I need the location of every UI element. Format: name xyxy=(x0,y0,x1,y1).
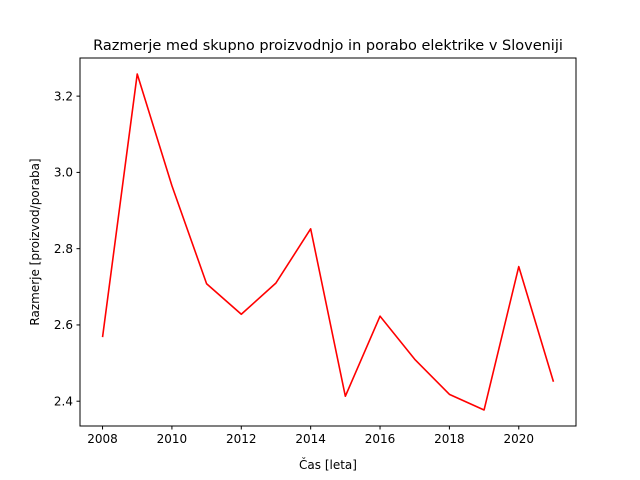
plot-frame xyxy=(79,57,577,427)
x-tick-label: 2008 xyxy=(87,432,118,446)
x-tick-label: 2010 xyxy=(157,432,188,446)
series-line xyxy=(101,73,555,411)
x-tick-label: 2012 xyxy=(226,432,257,446)
x-axis-title: Čas [leta] xyxy=(299,457,357,472)
x-tick-label: 2016 xyxy=(365,432,396,446)
series-group xyxy=(101,73,555,411)
x-tick-label: 2018 xyxy=(434,432,465,446)
y-ticks-group: 2.4 2.6 2.8 3.0 3.2 xyxy=(54,89,80,409)
x-tick-label: 2014 xyxy=(295,432,326,446)
y-tick-label: 3.0 xyxy=(54,166,73,180)
chart-title: Razmerje med skupno proizvodnjo in porab… xyxy=(93,38,563,54)
x-ticks-group: 2008 2010 2012 2014 2016 2018 2020 xyxy=(87,426,534,446)
y-axis-title: Razmerje [proizvod/poraba] xyxy=(28,158,42,325)
y-tick-label: 2.8 xyxy=(54,242,73,256)
y-tick-label: 2.4 xyxy=(54,395,73,409)
y-tick-label: 3.2 xyxy=(54,89,73,103)
x-tick-label: 2020 xyxy=(503,432,534,446)
y-tick-label: 2.6 xyxy=(54,318,73,332)
